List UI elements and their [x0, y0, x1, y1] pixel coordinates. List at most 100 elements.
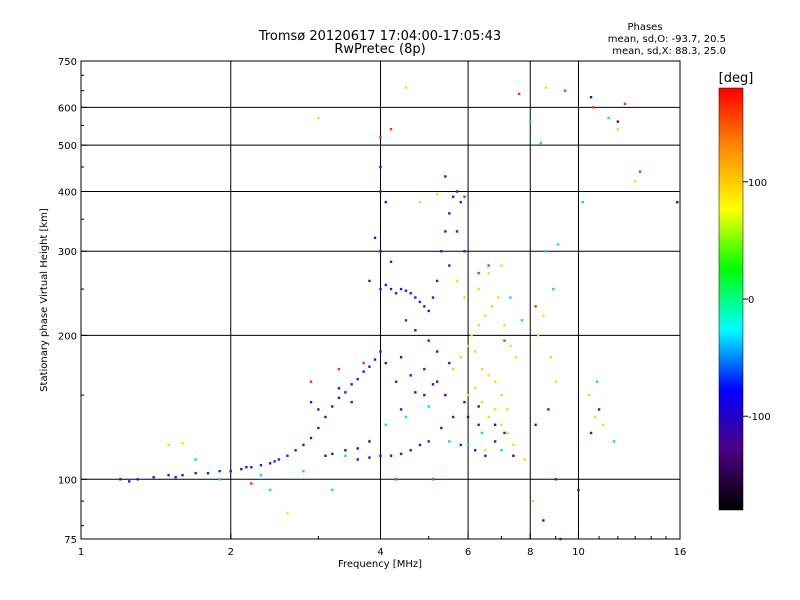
data-point	[379, 135, 382, 139]
data-point	[384, 283, 388, 287]
data-point	[414, 296, 417, 299]
data-point	[480, 367, 484, 371]
data-point	[455, 230, 459, 233]
data-point	[368, 440, 371, 443]
data-point	[404, 289, 408, 292]
data-point	[554, 478, 557, 481]
data-point	[356, 458, 359, 461]
data-point	[542, 314, 545, 317]
data-point	[547, 408, 550, 411]
data-point	[128, 480, 131, 483]
data-point	[448, 361, 451, 365]
y-tick-label: 750	[58, 57, 77, 68]
data-point	[362, 370, 365, 373]
data-point	[616, 120, 620, 123]
data-point	[503, 339, 506, 342]
data-point	[379, 350, 382, 353]
data-point	[368, 456, 371, 459]
data-point	[337, 367, 341, 371]
x-tick-label: 2	[228, 547, 234, 558]
data-point	[389, 260, 393, 264]
y-tick-label: 400	[58, 187, 77, 198]
data-point	[373, 236, 377, 240]
data-point	[268, 462, 272, 465]
data-point	[399, 452, 403, 456]
data-point	[427, 339, 430, 342]
data-point	[549, 356, 553, 359]
data-point	[404, 319, 408, 322]
data-point	[451, 195, 455, 198]
data-point	[591, 106, 595, 109]
data-point	[448, 212, 451, 215]
y-axis-label: Stationary phase Virtual Height [km]	[39, 208, 50, 392]
data-point	[440, 426, 443, 430]
data-point	[506, 408, 509, 411]
data-point	[423, 393, 426, 397]
plot-area: 1 2 4 6 8 10 16 75 100 200 300 400 500 600 750	[58, 57, 686, 558]
data-point	[484, 314, 487, 317]
x-tick-label: 1	[78, 547, 84, 558]
chart-title: Tromsø 20120617 17:04:00-17:05:43	[258, 29, 501, 44]
data-point	[368, 365, 371, 368]
data-point	[194, 458, 197, 461]
data-point	[444, 230, 447, 233]
data-point	[480, 400, 484, 404]
data-point	[459, 443, 462, 447]
data-point	[473, 449, 477, 452]
data-point	[356, 447, 359, 450]
data-point	[466, 443, 470, 447]
legend-title: Phases	[627, 22, 662, 33]
data-point	[435, 380, 439, 383]
data-point	[218, 469, 221, 473]
y-tick-label: 100	[58, 475, 77, 486]
y-tick-label: 200	[58, 331, 77, 342]
data-point	[350, 400, 353, 404]
data-point	[500, 449, 503, 452]
gridlines	[81, 61, 680, 539]
data-point	[174, 476, 177, 479]
legend: Phases mean, sd,O: -93.7, 20.5 mean, sd,…	[608, 22, 726, 57]
data-point	[616, 127, 620, 131]
data-point	[181, 473, 184, 477]
data-point	[344, 454, 347, 457]
data-point	[463, 250, 466, 253]
data-point	[152, 476, 155, 479]
data-point	[534, 423, 537, 427]
data-point	[250, 465, 253, 469]
data-point	[613, 440, 616, 443]
data-point	[309, 400, 313, 404]
data-point	[394, 478, 398, 481]
data-point	[317, 116, 320, 120]
colorbar-bar	[718, 87, 744, 511]
data-point	[484, 449, 487, 452]
data-point	[451, 367, 455, 371]
data-point	[427, 405, 430, 408]
data-point	[309, 380, 313, 383]
data-point	[552, 287, 555, 291]
data-point	[556, 243, 560, 246]
data-point	[676, 200, 679, 204]
colorbar-label: [deg]	[719, 71, 754, 86]
data-point	[167, 443, 170, 447]
data-point	[394, 292, 398, 295]
data-point	[477, 271, 480, 275]
data-point	[302, 469, 305, 473]
x-tick-label: 6	[465, 547, 471, 558]
data-point	[455, 190, 459, 193]
data-point	[515, 356, 518, 359]
x-tick-label: 8	[527, 547, 533, 558]
data-point	[509, 344, 512, 348]
data-point	[394, 380, 398, 383]
data-point	[414, 329, 417, 332]
y-tick-label: 300	[58, 247, 77, 258]
data-point	[597, 408, 601, 411]
data-point	[273, 460, 276, 463]
data-point	[477, 287, 480, 291]
x-tick-label: 4	[377, 547, 383, 558]
data-point	[286, 454, 289, 457]
data-point	[623, 102, 627, 106]
data-point	[500, 393, 503, 397]
data-point	[529, 120, 532, 123]
data-point	[136, 478, 139, 481]
data-point	[444, 393, 447, 397]
